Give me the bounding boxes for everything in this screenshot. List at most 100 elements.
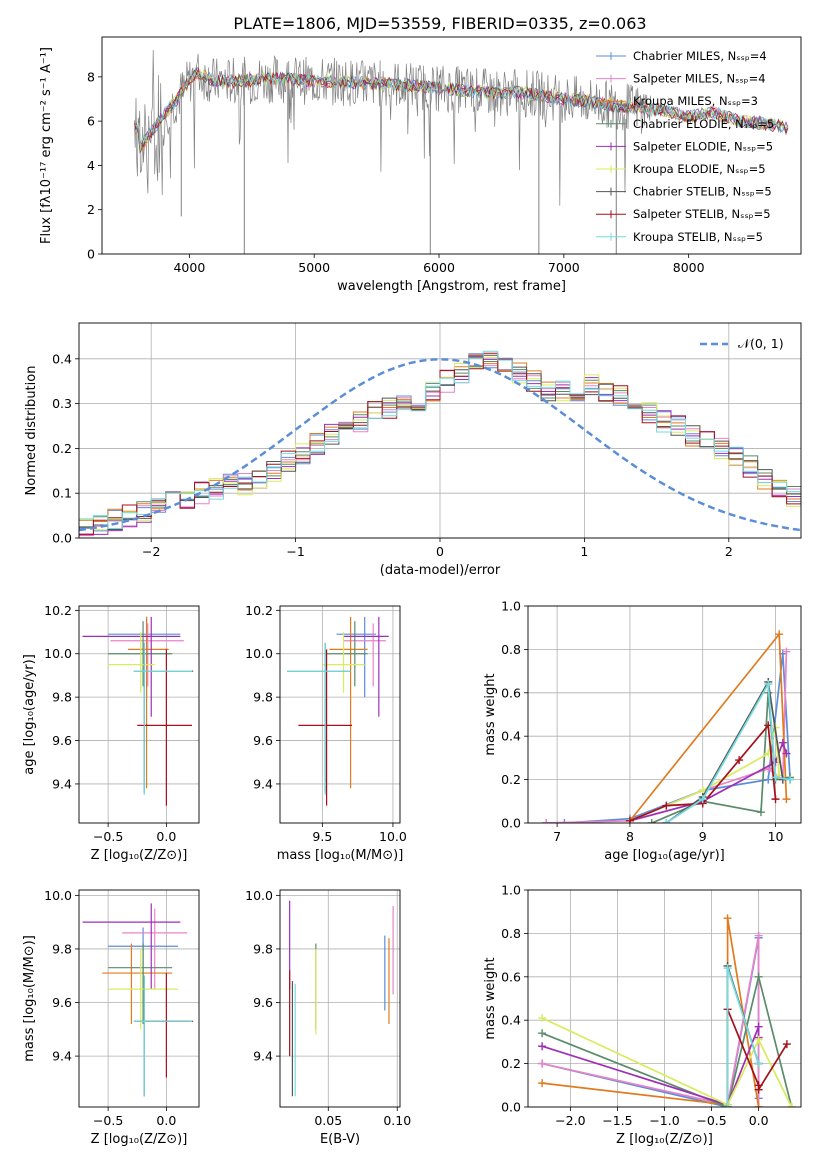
plot-area [134, 49, 789, 254]
y-tick-label: 10.0 [44, 888, 72, 903]
y-tick-label: 0.6 [501, 969, 521, 984]
mass-weight-line [665, 679, 784, 823]
mass-weight-point [542, 819, 551, 823]
mass-weight-vs-age-plot: 7 8 9 10 0.0 0.2 0.4 0.6 0.8 1.0 age [log₁₀(age/yr… [483, 599, 802, 863]
x-axis-label: Z [log₁₀(Z/Z⊙)] [616, 1132, 713, 1147]
legend-label: Chabrier STELIB, Nₛₛₚ=5 [633, 185, 772, 199]
legend: Chabrier MILES, Nₛₛₚ=4 Salpeter MILES, Nₛ… [596, 49, 774, 244]
plot-area [287, 616, 389, 806]
x-tick-label: 0.05 [314, 1113, 342, 1128]
y-axis-label: Flux [fλ10⁻¹⁷ erg cm⁻² s⁻¹ A⁻¹] [39, 47, 54, 244]
mass-vs-metallicity-plot: −0.5 0.0 9.4 9.6 9.8 10.0 Z [log₁₀(Z/Z⊙)] mass … [22, 888, 200, 1147]
legend-label: Salpeter ELODIE, Nₛₛₚ=5 [633, 139, 773, 153]
y-axis-label: mass weight [483, 673, 498, 755]
x-tick-label: 7000 [548, 260, 580, 275]
axes-frame [527, 605, 802, 824]
y-tick-label: 0.1 [52, 486, 72, 501]
mass-weight-point [754, 972, 763, 981]
legend-label: Kroupa MILES, Nₛₛₚ=3 [633, 94, 758, 108]
y-tick-label: 0.6 [501, 685, 521, 700]
residual-histogram-plot: −2 −1 0 1 2 0.0 0.1 0.2 0.3 0.4 (data-model)/error… [24, 322, 802, 578]
mass-weight-line [546, 651, 788, 823]
histogram-step-line [79, 350, 801, 529]
x-tick-label: 7 [553, 829, 561, 844]
x-tick-label: −2 [142, 544, 160, 559]
y-tick-label: 9.4 [52, 1049, 72, 1064]
y-tick-label: 0.8 [501, 926, 521, 941]
ticks: −0.5 0.0 9.4 9.6 9.8 10.0 [44, 888, 176, 1128]
x-tick-label: −2.0 [555, 1113, 585, 1128]
histogram-step-line [79, 353, 801, 532]
y-tick-label: 0.0 [52, 531, 72, 546]
mass-weight-point [787, 1103, 796, 1107]
y-tick-label: 9.8 [52, 690, 72, 705]
normal-distribution-curve [79, 358, 801, 532]
y-tick-label: 0.4 [52, 351, 72, 366]
histogram-step-line [79, 361, 801, 529]
y-tick-label: 9.8 [52, 941, 72, 956]
x-tick-label: 9.5 [312, 829, 332, 844]
x-tick-label: −0.5 [93, 1113, 123, 1128]
ticks: 7 8 9 10 0.0 0.2 0.4 0.6 0.8 1.0 [501, 599, 783, 845]
mass-weight-point [782, 1040, 791, 1049]
y-tick-label: 10.0 [245, 888, 273, 903]
age-vs-mass-plot: 9.5 10.0 9.4 9.6 9.8 10.0 10.2 mass [log₁₀(M/M⊙… [245, 603, 407, 863]
ticks: 0.05 0.10 9.4 9.6 9.8 10.0 [245, 888, 411, 1128]
y-tick-label: 10.2 [44, 603, 72, 618]
mass-weight-point [775, 630, 784, 639]
x-tick-label: 8 [626, 829, 634, 844]
mass-weight-point [756, 808, 765, 817]
figure-title: PLATE=1806, MJD=53559, FIBERID=0335, z=0… [233, 14, 646, 33]
y-tick-label: 9.6 [52, 995, 72, 1010]
x-axis-label: (data-model)/error [380, 563, 501, 578]
x-axis-label: wavelength [Angstrom, rest frame] [337, 279, 566, 294]
legend-label: Chabrier MILES, Nₛₛₚ=4 [633, 49, 767, 63]
spectrum-plot: 4000 5000 6000 7000 8000 0 2 4 6 8 wavelength [Ang… [39, 36, 802, 294]
y-axis-label: mass [log₁₀(M/M⊙)] [22, 935, 37, 1062]
legend-label: Kroupa ELODIE, Nₛₛₚ=5 [633, 162, 766, 176]
mass-weight-point [771, 773, 780, 782]
mass-weight-line [541, 937, 760, 1107]
y-axis-label: Normed distribution [24, 366, 39, 496]
legend-label: Chabrier ELODIE, Nₛₛₚ=5 [633, 117, 774, 131]
y-tick-label: 0.4 [501, 729, 521, 744]
axes-frame [78, 605, 200, 824]
y-tick-label: 1.0 [501, 883, 521, 898]
y-tick-label: 0.0 [501, 1100, 521, 1115]
y-axis-label: age [log₁₀(age/yr)] [22, 654, 37, 775]
mass-weight-point [764, 680, 773, 689]
x-axis-label: mass [log₁₀(M/M⊙)] [277, 848, 404, 863]
mass-weight-point [723, 1103, 732, 1107]
mass-weight-line [542, 918, 760, 1107]
x-tick-label: 0 [436, 544, 444, 559]
x-tick-label: 0.10 [383, 1113, 411, 1128]
y-tick-label: 4 [87, 158, 95, 173]
y-tick-label: 0.2 [52, 441, 72, 456]
y-tick-label: 6 [87, 114, 95, 129]
data-spectrum-line [134, 49, 652, 206]
plot-area [538, 914, 796, 1107]
grid [280, 606, 400, 823]
y-tick-label: 9.4 [253, 1049, 273, 1064]
axes-frame [78, 322, 802, 539]
mass-weight-vs-metallicity-plot: −2.0 −1.5 −1.0 −0.5 0.0 0.0 0.2 0.4 0.6 0.8 1.0 Z [… [483, 883, 802, 1147]
mass-weight-point [782, 795, 791, 804]
mass-weight-point [754, 931, 763, 940]
x-tick-label: 10.0 [379, 829, 407, 844]
mass-weight-point [662, 801, 671, 810]
mass-weight-point [538, 1029, 547, 1038]
y-tick-label: 8 [87, 69, 95, 84]
mass-weight-point [754, 1103, 763, 1107]
axes-frame [527, 889, 802, 1108]
mass-weight-line [541, 1017, 793, 1107]
mass-weight-line [629, 723, 777, 822]
x-tick-label: 0.0 [156, 1113, 176, 1128]
mass-weight-line [546, 653, 791, 823]
y-tick-label: 9.4 [52, 776, 72, 791]
y-tick-label: 0.4 [501, 1013, 521, 1028]
plot-area [82, 903, 194, 1097]
histogram-step-line [79, 352, 801, 535]
legend-label: 𝒩(0, 1) [738, 336, 784, 351]
ticks: −2 −1 0 1 2 0.0 0.1 0.2 0.3 0.4 [52, 351, 733, 559]
grid [79, 606, 199, 823]
